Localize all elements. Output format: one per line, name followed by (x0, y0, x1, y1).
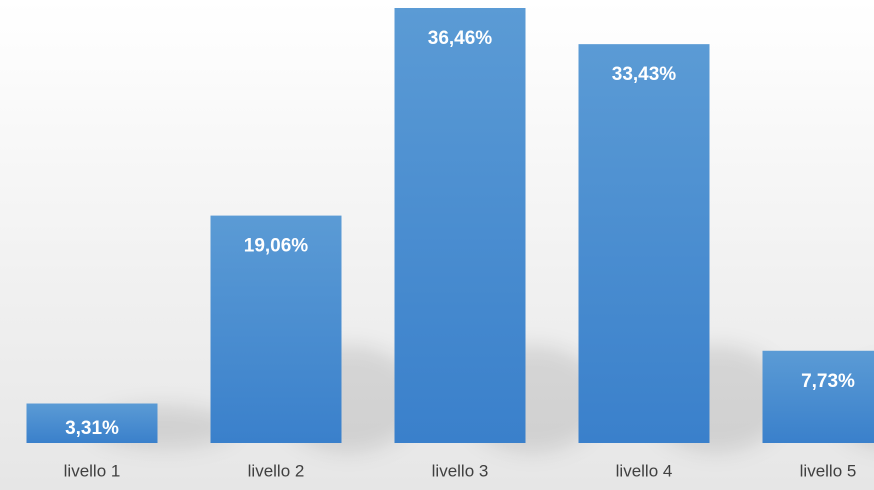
bars (26, 8, 874, 444)
category-labels: livello 1 livello 2 livello 3 livello 4 live… (64, 461, 857, 480)
data-label-3: 36,46% (428, 28, 493, 49)
bar-4 (578, 44, 710, 444)
category-label-2: livello 2 (248, 461, 305, 480)
bar-3 (394, 8, 526, 443)
category-label-3: livello 3 (432, 461, 489, 480)
bar-5 (762, 350, 874, 443)
data-labels: 3,31% 19,06% 36,46% 33,43% 7,73% (65, 28, 855, 439)
bar-2 (210, 215, 342, 443)
data-label-5: 7,73% (801, 371, 855, 392)
bar-1 (26, 403, 158, 443)
data-label-2: 19,06% (244, 236, 309, 257)
category-label-5: livello 5 (800, 461, 857, 480)
data-label-1: 3,31% (65, 418, 119, 439)
category-label-1: livello 1 (64, 461, 121, 480)
data-label-4: 33,43% (612, 64, 677, 85)
category-label-4: livello 4 (616, 461, 673, 480)
